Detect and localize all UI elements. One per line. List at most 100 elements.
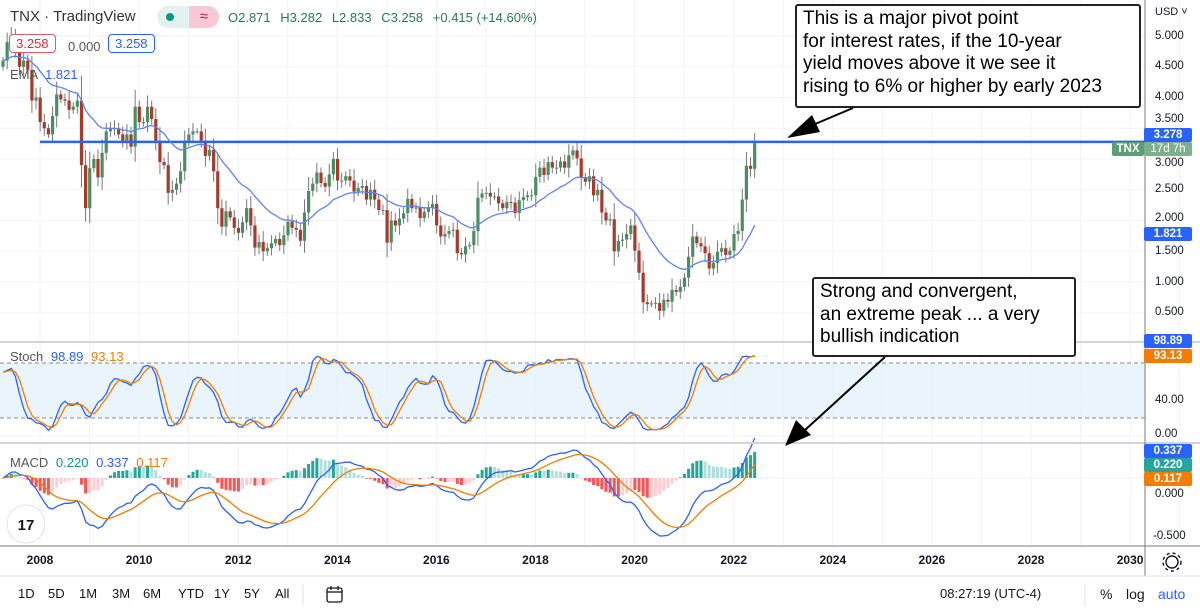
candle	[71, 106, 75, 110]
tradingview-logo[interactable]: 17	[6, 504, 46, 544]
macd-histogram-bar	[550, 470, 554, 478]
time-axis-tick: 2020	[621, 553, 648, 567]
macd-histogram-bar	[46, 478, 50, 495]
candle	[335, 159, 340, 181]
annotation-stoch-note[interactable]: Strong and convergent, an extreme peak .…	[812, 277, 1076, 357]
candle	[546, 162, 550, 175]
buy-price-button[interactable]: 3.258	[108, 34, 155, 53]
candle	[331, 159, 335, 175]
candle	[88, 168, 92, 209]
sell-price-button[interactable]: 3.258	[9, 34, 56, 53]
macd-histogram-bar	[534, 472, 538, 478]
candle	[55, 94, 59, 116]
candle	[373, 189, 377, 200]
macd-histogram-bar	[331, 459, 335, 478]
log-scale-toggle[interactable]: log	[1126, 586, 1145, 602]
date-range-calendar-icon[interactable]	[326, 586, 343, 603]
ema-legend[interactable]: EMA 1.821	[10, 67, 78, 82]
range-button-1d[interactable]: 1D	[18, 586, 35, 601]
macd-histogram-bar	[658, 478, 662, 495]
macd-histogram-bar	[517, 474, 521, 478]
range-button-all[interactable]: All	[275, 586, 290, 601]
candle	[641, 272, 645, 303]
ema-line	[2, 55, 756, 271]
price-axis-tick: 4.000	[1155, 91, 1184, 103]
macd-histogram	[1, 451, 757, 498]
macd-histogram-bar	[208, 473, 211, 478]
candle	[571, 150, 575, 156]
candle	[748, 165, 753, 169]
macd-hist-tag: 0.220	[1144, 458, 1192, 472]
macd-histogram-bar	[100, 478, 104, 487]
macd-histogram-bar	[554, 471, 558, 478]
macd-histogram-bar	[621, 478, 624, 496]
macd-histogram-bar	[451, 478, 455, 482]
candle	[352, 180, 356, 192]
svg-text:17: 17	[18, 517, 35, 534]
range-button-3m[interactable]: 3M	[112, 586, 131, 601]
macd-histogram-bar	[439, 478, 443, 482]
percent-scale-toggle[interactable]: %	[1100, 586, 1113, 602]
macd-histogram-bar	[373, 478, 377, 481]
candle	[513, 202, 517, 214]
macd-legend[interactable]: MACD 0.220 0.337 0.117	[10, 455, 168, 470]
price-axis-tick: 1.500	[1155, 244, 1184, 257]
macd-histogram-bar	[104, 478, 108, 481]
macd-signal-tag: 0.117	[1144, 472, 1192, 486]
time-axis-tick: 2016	[423, 553, 450, 567]
candle	[307, 190, 311, 213]
candle	[695, 236, 699, 244]
candle	[517, 200, 521, 214]
candle	[616, 240, 620, 252]
currency-selector[interactable]: USD ˅	[1155, 6, 1188, 18]
candle	[311, 183, 315, 191]
candle	[187, 134, 191, 141]
macd-histogram-bar	[426, 477, 430, 479]
macd-histogram-bar	[575, 473, 579, 478]
macd-histogram-bar	[228, 478, 232, 491]
candle	[228, 211, 232, 218]
settings-gear-icon[interactable]	[1162, 552, 1182, 572]
macd-histogram-bar	[431, 476, 435, 478]
range-button-ytd[interactable]: YTD	[178, 586, 204, 601]
macd-histogram-bar	[158, 475, 162, 478]
macd-histogram-bar	[336, 462, 340, 478]
macd-histogram-bar	[55, 478, 59, 488]
price-axis-tick: 2.500	[1155, 183, 1184, 196]
macd-histogram-bar	[612, 478, 616, 497]
macd-histogram-bar	[443, 478, 447, 483]
auto-scale-toggle[interactable]: auto	[1158, 586, 1186, 602]
range-button-1m[interactable]: 1M	[79, 586, 98, 601]
candle	[224, 211, 228, 227]
range-button-5y[interactable]: 5Y	[244, 586, 260, 601]
macd-histogram-bar	[352, 472, 356, 478]
macd-histogram-bar	[464, 478, 468, 485]
candle	[22, 60, 26, 67]
range-button-1y[interactable]: 1Y	[214, 586, 230, 601]
candle	[50, 115, 55, 135]
annotation-pivot-note[interactable]: This is a major pivot point for interest…	[795, 4, 1141, 108]
macd-histogram-bar	[170, 478, 174, 488]
range-button-5d[interactable]: 5D	[48, 586, 65, 601]
candle	[455, 229, 459, 254]
clock-timezone[interactable]: 08:27:19 (UTC-4)	[940, 586, 1042, 601]
symbol-title[interactable]: TNX · TradingView	[10, 8, 136, 25]
macd-histogram-bar	[629, 478, 633, 490]
macd-histogram-bar	[505, 471, 509, 478]
macd-histogram-bar	[662, 478, 666, 491]
macd-histogram-bar	[526, 474, 530, 478]
candle	[183, 140, 187, 172]
macd-histogram-bar	[340, 465, 344, 478]
macd-histogram-bar	[707, 464, 711, 478]
candle	[484, 192, 488, 194]
macd-histogram-bar	[389, 478, 393, 489]
change-value: +0.415 (+14.60%)	[432, 10, 537, 25]
stoch-legend[interactable]: Stoch 98.89 93.13	[10, 349, 124, 364]
candle	[220, 208, 224, 227]
candle	[530, 195, 534, 197]
range-button-6m[interactable]: 6M	[143, 586, 162, 601]
candle	[410, 198, 414, 209]
market-status-pill[interactable]: ≈	[157, 6, 219, 28]
candle	[724, 248, 728, 255]
